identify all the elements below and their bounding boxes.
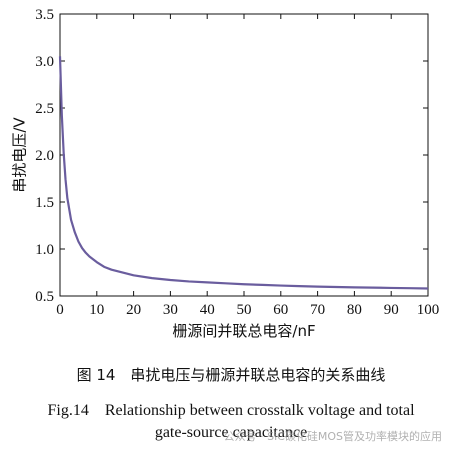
y-tick-label: 2.0 (35, 148, 54, 164)
x-tick-label: 0 (56, 302, 64, 318)
x-tick-label: 70 (310, 302, 325, 318)
x-axis-title: 栅源间并联总电容/nF (172, 322, 315, 340)
x-tick-label: 30 (163, 302, 178, 318)
y-tick-label: 1.0 (35, 242, 54, 258)
figure-caption-english-line1: Fig.14 Relationship between crosstalk vo… (47, 402, 415, 419)
x-tick-label: 40 (200, 302, 215, 318)
axis-tick-labels: 0 10 20 30 40 50 60 70 80 90 100 0.5 1.0 1.5 2.0 2.5 3.0… (35, 7, 439, 318)
y-tick-label: 3.5 (35, 7, 54, 23)
y-tick-label: 0.5 (35, 289, 54, 305)
x-tick-label: 90 (384, 302, 399, 318)
x-tick-label: 100 (417, 302, 440, 318)
x-tick-label: 60 (273, 302, 288, 318)
series-line (58, 56, 429, 290)
x-tick-label: 20 (126, 302, 141, 318)
x-tick-label: 10 (89, 302, 104, 318)
y-tick-label: 2.5 (35, 101, 54, 117)
figure-caption-english-line2: gate-source capacitance (154, 424, 308, 441)
axis-ticks (59, 13, 429, 297)
y-tick-label: 1.5 (35, 195, 54, 211)
x-tick-label: 80 (347, 302, 362, 318)
watermark: 公众号 · SiC碳化硅MOS管及功率模块的应用 (223, 430, 442, 443)
plot-frame (59, 13, 429, 297)
y-axis-title: 串扰电压/V (11, 117, 29, 193)
y-tick-label: 3.0 (35, 54, 54, 70)
figure-caption-chinese: 图 14 串扰电压与栅源并联总电容的关系曲线 (76, 366, 386, 384)
x-tick-label: 50 (237, 302, 252, 318)
